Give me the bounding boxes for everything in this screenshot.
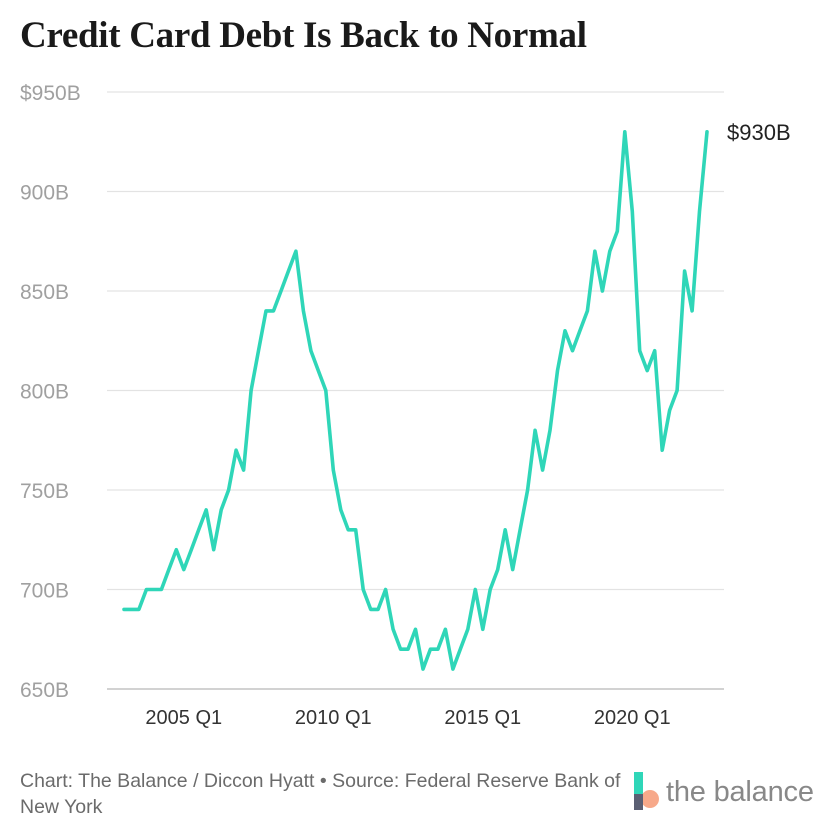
brand-logo: the balance	[632, 772, 814, 812]
chart-credit: Chart: The Balance / Diccon Hyatt • Sour…	[20, 770, 621, 818]
end-value-label: $930B	[727, 120, 791, 145]
y-tick-label: $950B	[20, 82, 81, 105]
y-axis-labels: $950B 900B 850B 800B 750B 700B 650B	[20, 82, 81, 702]
gridlines	[107, 91, 724, 591]
x-tick-label: 2015 Q1	[444, 707, 521, 729]
y-tick-label: 800B	[20, 381, 69, 404]
series-line	[122, 130, 709, 671]
y-tick-label: 900B	[20, 182, 69, 205]
y-tick-label: 850B	[20, 281, 69, 304]
brand-name: the balance	[666, 775, 814, 808]
annotations: $930B	[727, 120, 791, 145]
y-tick-label: 700B	[20, 580, 69, 603]
y-tick-label: 650B	[20, 679, 69, 702]
x-tick-label: 2010 Q1	[295, 707, 372, 729]
y-tick-label: 750B	[20, 480, 69, 503]
x-tick-label: 2020 Q1	[594, 707, 671, 729]
x-tick-label: 2005 Q1	[145, 707, 222, 729]
balance-logo-icon	[634, 772, 659, 810]
x-axis-labels: 2005 Q1 2010 Q1 2015 Q1 2020 Q1	[145, 707, 670, 729]
chart-title: Credit Card Debt Is Back to Normal	[20, 15, 587, 56]
